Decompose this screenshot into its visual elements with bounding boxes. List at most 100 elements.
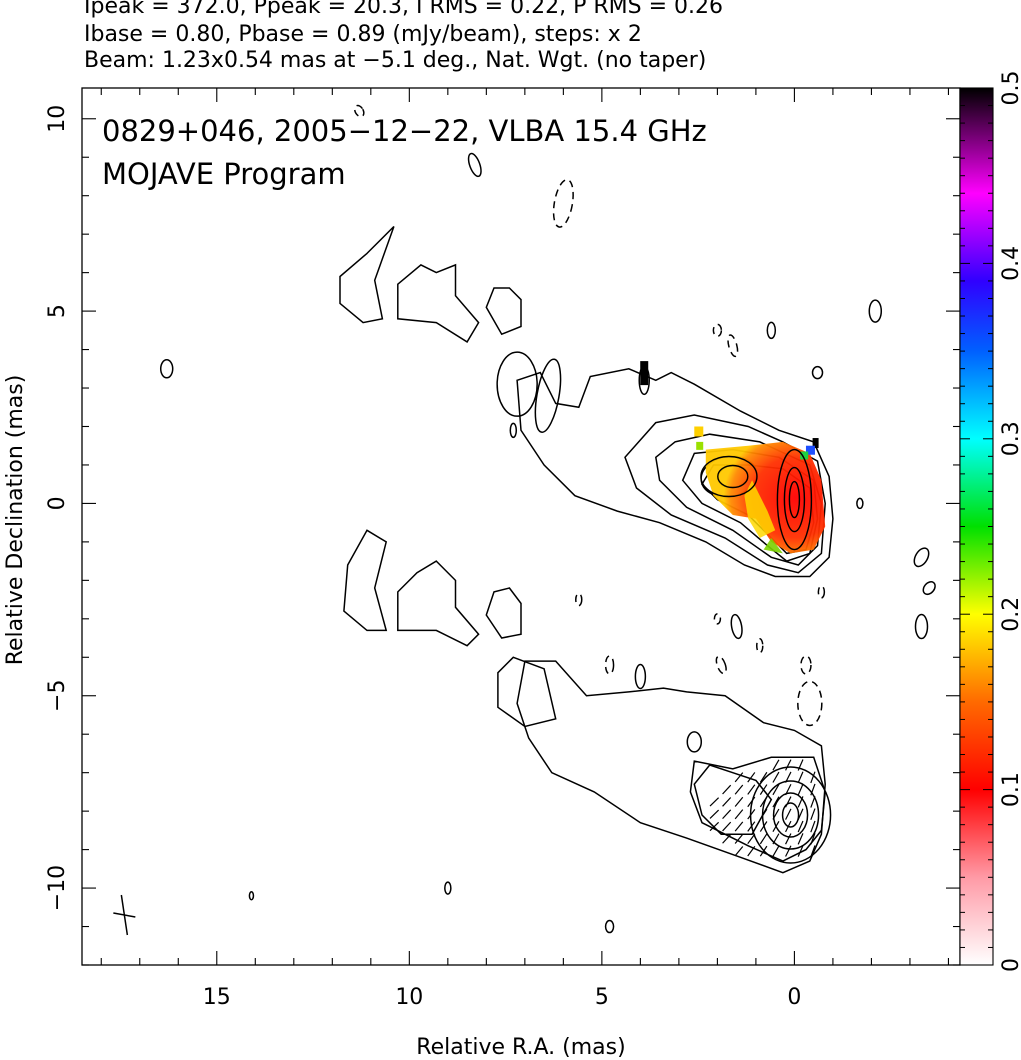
evpa-tick bbox=[747, 821, 756, 832]
colorbar: 0 0.1 0.2 0.3 0.4 0.5 bbox=[959, 71, 1021, 972]
contour-level bbox=[800, 655, 812, 675]
evpa-tick bbox=[747, 796, 756, 808]
fractional-pol-pixel bbox=[694, 426, 704, 437]
x-tick-label: 5 bbox=[595, 985, 609, 1010]
contour-level bbox=[913, 547, 930, 568]
y-tick-label: −10 bbox=[45, 865, 70, 911]
evpa-tick bbox=[759, 796, 768, 808]
contour-level bbox=[756, 637, 764, 654]
evpa-tick bbox=[772, 759, 780, 771]
evpa-tick bbox=[785, 833, 792, 845]
evpa-tick bbox=[759, 808, 768, 820]
contour-level bbox=[776, 448, 813, 551]
colorbar-tick-label: 0.4 bbox=[999, 246, 1021, 281]
evpa-tick bbox=[785, 771, 792, 783]
contour-level bbox=[509, 422, 518, 439]
evpa-tick bbox=[747, 784, 756, 795]
contour-level bbox=[496, 351, 538, 417]
evpa-tick bbox=[810, 796, 816, 808]
evpa-tick bbox=[785, 820, 792, 833]
y-tick-label: 0 bbox=[45, 496, 70, 510]
evpa-tick bbox=[797, 759, 804, 771]
header-line-1: Ipeak = 372.0, Ppeak = 20.3, I RMS = 0.2… bbox=[84, 0, 723, 19]
contour-level bbox=[689, 756, 826, 862]
evpa-tick bbox=[709, 809, 720, 819]
beam-minor-axis bbox=[113, 912, 136, 918]
evpa-tick bbox=[734, 846, 744, 857]
evpa-tick bbox=[734, 772, 744, 783]
evpa-tick bbox=[797, 820, 804, 833]
x-axis-label: Relative R.A. (mas) bbox=[416, 1035, 625, 1060]
evpa-tick bbox=[785, 845, 792, 857]
fractional-pol-pixel bbox=[696, 441, 704, 450]
evpa-tick bbox=[734, 796, 744, 807]
contour-level bbox=[712, 323, 723, 338]
colorbar-tick-label: 0.5 bbox=[999, 71, 1021, 106]
evpa-tick bbox=[734, 821, 744, 832]
y-tick-labels: 10 5 0 −5 −10 bbox=[45, 105, 70, 912]
evpa-tick bbox=[785, 808, 792, 820]
colorbar-tick-label: 0.1 bbox=[999, 772, 1021, 807]
contour-level bbox=[552, 178, 574, 228]
axis-ticks bbox=[82, 88, 960, 966]
evpa-tick bbox=[797, 783, 804, 796]
evpa-tick bbox=[747, 845, 756, 857]
contour-level bbox=[444, 881, 452, 895]
contour-level bbox=[159, 359, 174, 379]
evpa-tick bbox=[734, 784, 744, 795]
contour-level bbox=[634, 663, 647, 690]
contour-level bbox=[781, 802, 800, 828]
contour-level bbox=[868, 299, 883, 323]
evpa-tick bbox=[772, 821, 780, 833]
colorbar-tick-label: 0.3 bbox=[999, 421, 1021, 456]
fractional-pol-region bbox=[744, 480, 776, 538]
y-tick-label: 10 bbox=[45, 105, 70, 133]
evpa-tick bbox=[747, 809, 756, 820]
contour-level bbox=[730, 613, 743, 640]
evpa-tick bbox=[722, 809, 732, 820]
contour-level bbox=[654, 433, 823, 566]
contour-level bbox=[766, 321, 777, 340]
evpa-tick bbox=[722, 797, 732, 807]
core-contours-overlay bbox=[700, 448, 813, 551]
contour-level bbox=[713, 613, 722, 625]
contour-level bbox=[343, 529, 388, 632]
header-line-3: Beam: 1.23x0.54 mas at −5.1 deg., Nat. W… bbox=[84, 48, 707, 73]
contour-level bbox=[700, 455, 758, 498]
contour-level bbox=[783, 466, 806, 533]
fractional-pol-region bbox=[763, 538, 783, 554]
contour-level bbox=[856, 497, 864, 510]
contour-level bbox=[248, 891, 255, 901]
evpa-tick bbox=[785, 759, 792, 771]
evpa-tick bbox=[722, 834, 732, 844]
evpa-tick bbox=[785, 783, 792, 796]
evpa-tick bbox=[734, 809, 744, 820]
contour-level bbox=[467, 152, 482, 178]
contour-layer bbox=[113, 104, 936, 936]
evpa-tick bbox=[734, 833, 744, 844]
contour-level bbox=[575, 592, 583, 607]
polarization-color-layer bbox=[694, 426, 826, 554]
contour-level bbox=[604, 655, 615, 675]
fractional-pol-region bbox=[705, 441, 826, 554]
evpa-tick bbox=[810, 845, 816, 857]
fractional-pol-pixel bbox=[805, 445, 815, 455]
contour-level bbox=[772, 792, 809, 838]
evpa-tick bbox=[759, 833, 768, 845]
evpa-tick bbox=[772, 771, 780, 783]
contour-level bbox=[788, 480, 801, 519]
contour-level bbox=[811, 365, 824, 380]
evpa-tick bbox=[747, 833, 756, 845]
evpa-tick bbox=[810, 783, 816, 796]
y-tick-label: 5 bbox=[45, 304, 70, 318]
y-tick-label: −5 bbox=[45, 680, 70, 712]
x-tick-label: 15 bbox=[203, 985, 231, 1010]
evpa-tick bbox=[810, 832, 816, 845]
y-axis-label: Relative Declination (mas) bbox=[3, 375, 28, 666]
plot-title: 0829+046, 2005−12−22, VLBA 15.4 GHz bbox=[102, 114, 707, 148]
plot-subtitle: MOJAVE Program bbox=[102, 157, 346, 191]
contour-level bbox=[485, 287, 522, 336]
contour-level bbox=[914, 613, 929, 640]
evpa-tick bbox=[785, 796, 792, 808]
